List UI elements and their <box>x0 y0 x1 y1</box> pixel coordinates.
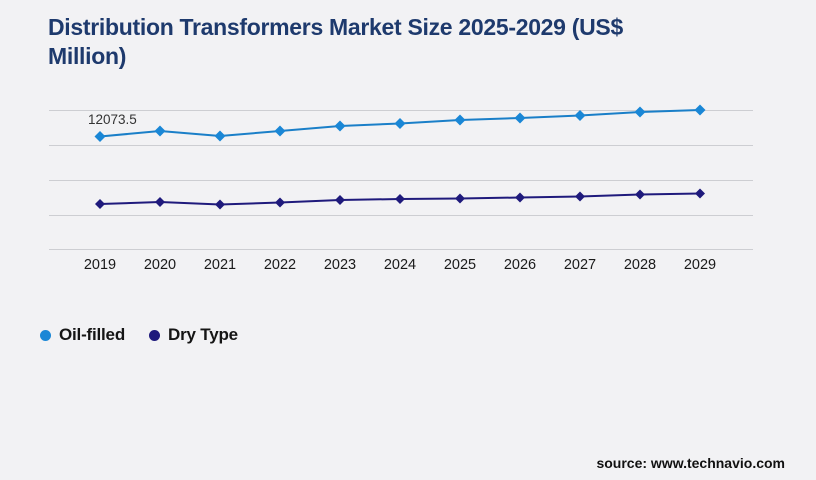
data-label: 12073.5 <box>88 112 137 127</box>
chart-title: Distribution Transformers Market Size 20… <box>48 13 758 71</box>
data-point-marker-oil-filled <box>274 125 286 137</box>
x-axis-label: 2027 <box>564 257 596 273</box>
data-point-marker-oil-filled <box>694 104 706 116</box>
chart-title-line2: Million) <box>48 43 127 69</box>
x-axis-label: 2019 <box>84 257 116 273</box>
data-point-marker-dry-type <box>695 188 705 199</box>
data-point-marker-dry-type <box>455 193 465 204</box>
x-axis-label: 2026 <box>504 257 536 273</box>
x-axis-label: 2028 <box>624 257 656 273</box>
data-point-marker-oil-filled <box>514 112 526 124</box>
data-point-marker-dry-type <box>95 198 105 209</box>
x-axis-label: 2020 <box>144 257 176 273</box>
data-point-marker-oil-filled <box>334 120 346 132</box>
x-axis-label: 2023 <box>324 257 356 273</box>
data-point-marker-oil-filled <box>634 106 646 118</box>
data-point-marker-dry-type <box>395 193 405 204</box>
x-axis-label: 2024 <box>384 257 416 273</box>
x-axis-label: 2025 <box>444 257 476 273</box>
x-axis-label: 2021 <box>204 257 236 273</box>
legend-label-dry-type: Dry Type <box>168 325 238 344</box>
source-attribution: source: www.technavio.com <box>596 455 785 471</box>
data-point-marker-dry-type <box>515 192 525 203</box>
data-point-marker-oil-filled <box>94 131 106 142</box>
data-point-marker-oil-filled <box>154 125 166 137</box>
data-point-marker-dry-type <box>335 194 345 205</box>
data-point-marker-dry-type <box>575 191 585 202</box>
chart-legend: Oil-filled Dry Type <box>40 325 238 345</box>
chart-title-line1: Distribution Transformers Market Size 20… <box>48 14 623 40</box>
data-point-marker-oil-filled <box>454 114 466 126</box>
data-point-marker-oil-filled <box>214 130 226 142</box>
data-point-marker-dry-type <box>275 197 285 208</box>
data-point-marker-oil-filled <box>394 117 406 129</box>
data-point-marker-dry-type <box>215 199 225 210</box>
data-point-marker-oil-filled <box>574 109 586 121</box>
data-point-marker-dry-type <box>155 197 165 208</box>
legend-item-dry-type: Dry Type <box>149 325 238 345</box>
oil-filled-legend-dot-icon <box>40 329 51 341</box>
x-axis-label: 2022 <box>264 257 296 273</box>
legend-label-oil-filled: Oil-filled <box>59 325 126 344</box>
dry-type-legend-dot-icon <box>149 329 161 341</box>
legend-item-oil-filled: Oil-filled <box>40 325 125 345</box>
x-axis-label: 2029 <box>684 257 716 273</box>
data-point-marker-dry-type <box>635 189 645 200</box>
